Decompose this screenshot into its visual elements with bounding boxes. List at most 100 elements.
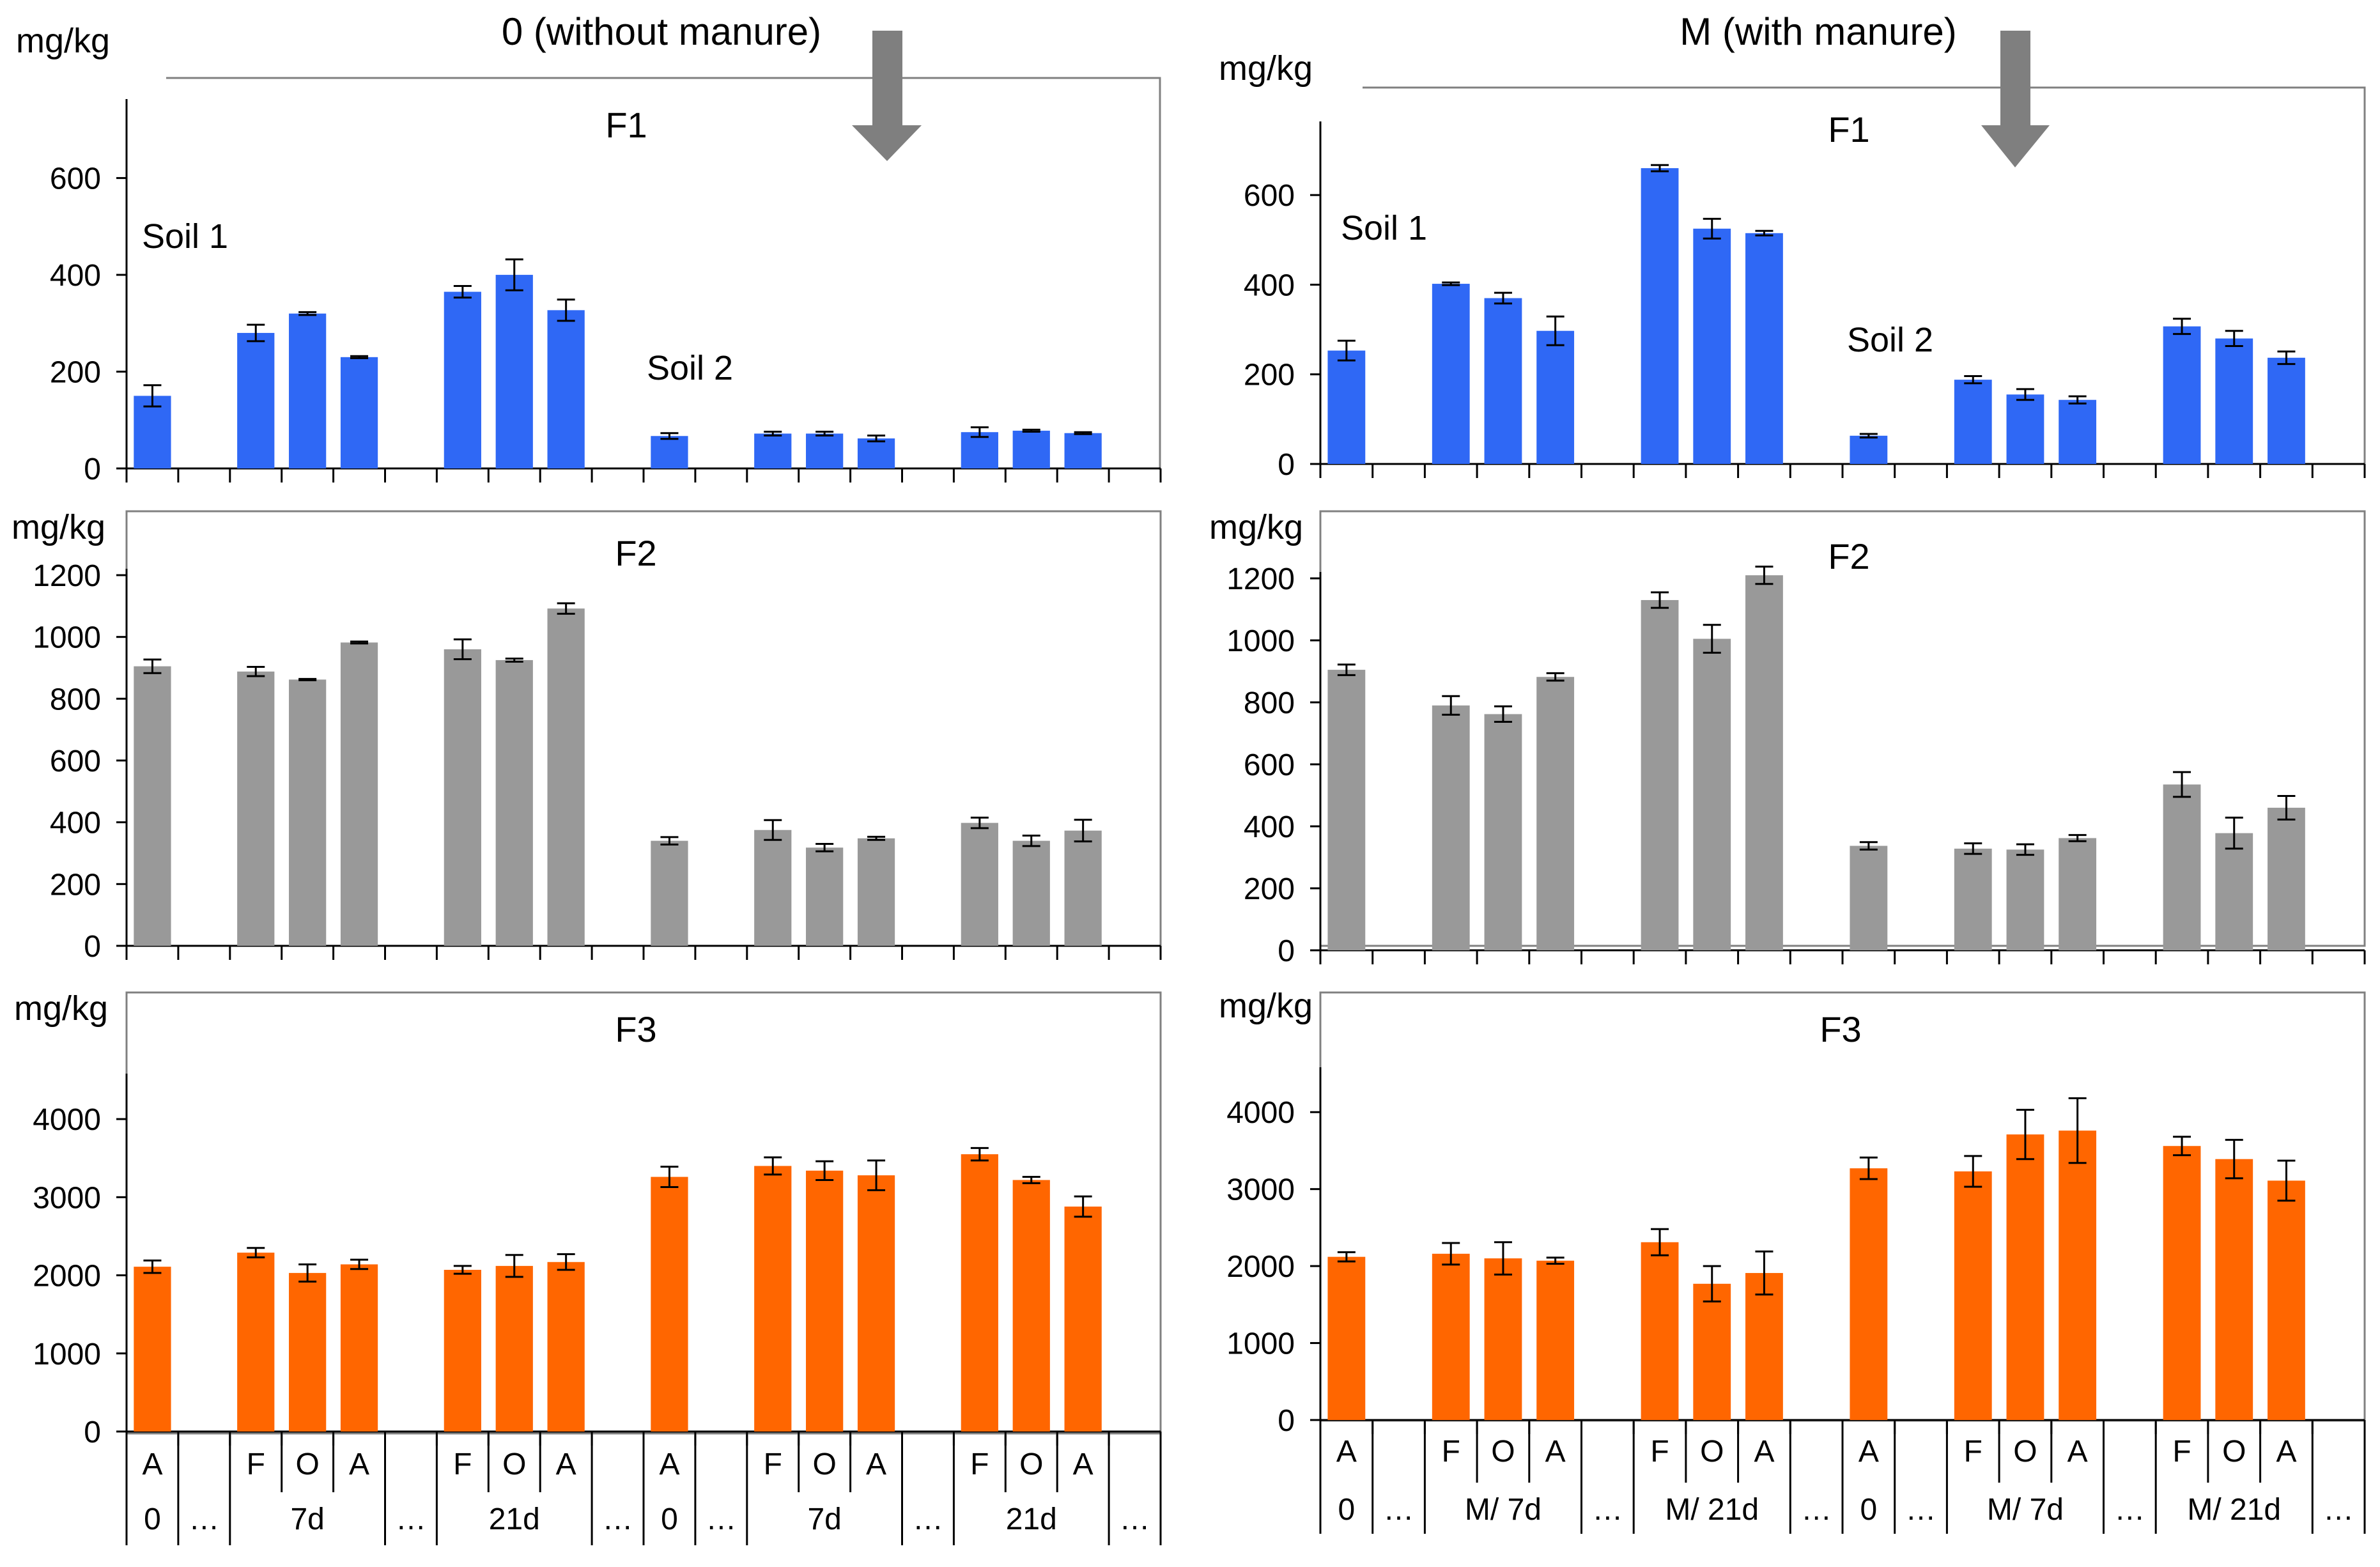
bar xyxy=(1693,1283,1731,1420)
group-label: 0 xyxy=(1338,1493,1355,1527)
bar xyxy=(547,608,585,946)
group-label: … xyxy=(913,1502,943,1536)
y-tick-label: 400 xyxy=(50,259,101,293)
y-tick-label: 600 xyxy=(1244,748,1295,782)
bar xyxy=(134,666,171,946)
bar xyxy=(1012,840,1050,946)
left-F1-unit-label: mg/kg xyxy=(16,22,110,60)
right-F2-frame xyxy=(1319,510,2366,947)
y-tick-label: 400 xyxy=(1244,268,1295,302)
right-F3-frame xyxy=(1319,991,2366,1422)
chart-title: F2 xyxy=(1828,536,1869,576)
right-heading: M (with manure) xyxy=(1680,10,1956,53)
group-label: 0 xyxy=(144,1502,161,1536)
chart-title: F1 xyxy=(605,105,647,145)
group-label: … xyxy=(2114,1493,2145,1527)
bar xyxy=(961,822,998,946)
bar xyxy=(2268,1180,2305,1420)
bar xyxy=(237,671,275,946)
y-tick-label: 0 xyxy=(1278,934,1295,968)
y-tick-label: 4000 xyxy=(1226,1096,1295,1130)
group-label: … xyxy=(1801,1493,1832,1527)
category-label: F xyxy=(1650,1435,1669,1469)
bar xyxy=(340,642,378,946)
left-F2-frame xyxy=(125,510,1162,947)
bar xyxy=(547,310,585,468)
bar xyxy=(1850,845,1888,950)
bar xyxy=(495,275,533,468)
category-label: O xyxy=(812,1447,836,1481)
bar xyxy=(961,432,998,468)
left-down-arrow-icon xyxy=(852,31,922,161)
bar xyxy=(651,840,688,946)
group-label: … xyxy=(603,1502,633,1536)
bar xyxy=(1012,430,1050,468)
bar xyxy=(2163,784,2201,950)
group-label: … xyxy=(1120,1502,1150,1536)
bar xyxy=(1850,435,1888,464)
bar xyxy=(1745,1272,1783,1420)
category-label: A xyxy=(1073,1447,1093,1481)
bar xyxy=(2163,1146,2201,1420)
chart-left-F2: F2 0 200 400 600 800 1000 1200 xyxy=(33,533,1162,964)
bar xyxy=(1327,1256,1366,1420)
y-tick-label: 1200 xyxy=(1226,562,1295,596)
y-tick-label: 2000 xyxy=(1226,1250,1295,1284)
bar xyxy=(289,1272,327,1432)
bar xyxy=(1693,638,1731,950)
chart-title: F2 xyxy=(615,533,656,573)
bar xyxy=(1536,677,1575,950)
group-label: 0 xyxy=(1860,1493,1877,1527)
bar xyxy=(2268,807,2305,950)
bar xyxy=(754,433,792,468)
chart-title: F1 xyxy=(1828,109,1869,150)
category-label: A xyxy=(1545,1435,1566,1469)
bar xyxy=(444,649,481,946)
right-soil2-label: Soil 2 xyxy=(1847,321,1933,359)
bar xyxy=(1954,848,1992,950)
category-label: A xyxy=(556,1447,576,1481)
bar xyxy=(134,396,171,468)
bar xyxy=(806,433,844,468)
bar xyxy=(1064,830,1102,946)
group-label: 21d xyxy=(1006,1502,1057,1536)
category-label: A xyxy=(866,1447,886,1481)
bar xyxy=(1536,1260,1575,1420)
group-label: 7d xyxy=(290,1502,324,1536)
y-tick-label: 0 xyxy=(1278,1404,1295,1438)
bar xyxy=(1432,1253,1470,1420)
chart-right-F1: F1 0 200 400 600 xyxy=(1244,109,2366,482)
category-label: A xyxy=(1858,1435,1879,1469)
y-tick-label: 600 xyxy=(1244,179,1295,213)
category-label: F xyxy=(1442,1435,1460,1469)
bar xyxy=(806,1170,844,1432)
y-tick-label: 1000 xyxy=(33,621,101,655)
y-tick-label: 0 xyxy=(84,930,101,964)
y-tick-label: 3000 xyxy=(33,1181,101,1215)
left-heading-bracket xyxy=(166,77,1161,470)
group-label: 0 xyxy=(661,1502,678,1536)
bar xyxy=(1641,168,1679,464)
y-tick-label: 2000 xyxy=(33,1260,101,1293)
bar xyxy=(340,1264,378,1432)
bar xyxy=(495,1265,533,1432)
bar xyxy=(444,291,481,468)
bar xyxy=(806,847,844,946)
category-label: F xyxy=(764,1447,782,1481)
bar xyxy=(1745,233,1783,464)
category-label: A xyxy=(1336,1435,1357,1469)
bar xyxy=(289,679,327,946)
chart-title: F3 xyxy=(1820,1009,1861,1049)
bar xyxy=(2215,1159,2253,1420)
y-tick-label: 200 xyxy=(50,868,101,902)
bar xyxy=(237,1253,275,1432)
bar xyxy=(1432,284,1470,464)
right-F3-unit-label: mg/kg xyxy=(1219,987,1313,1025)
group-label: M/ 7d xyxy=(1987,1493,2064,1527)
bar xyxy=(1484,298,1522,464)
bar xyxy=(2059,838,2097,950)
bar xyxy=(2059,399,2097,464)
bar xyxy=(2215,833,2253,950)
chart-right-F2: F2 0 200 400 600 800 1000 1200 xyxy=(1226,536,2366,968)
